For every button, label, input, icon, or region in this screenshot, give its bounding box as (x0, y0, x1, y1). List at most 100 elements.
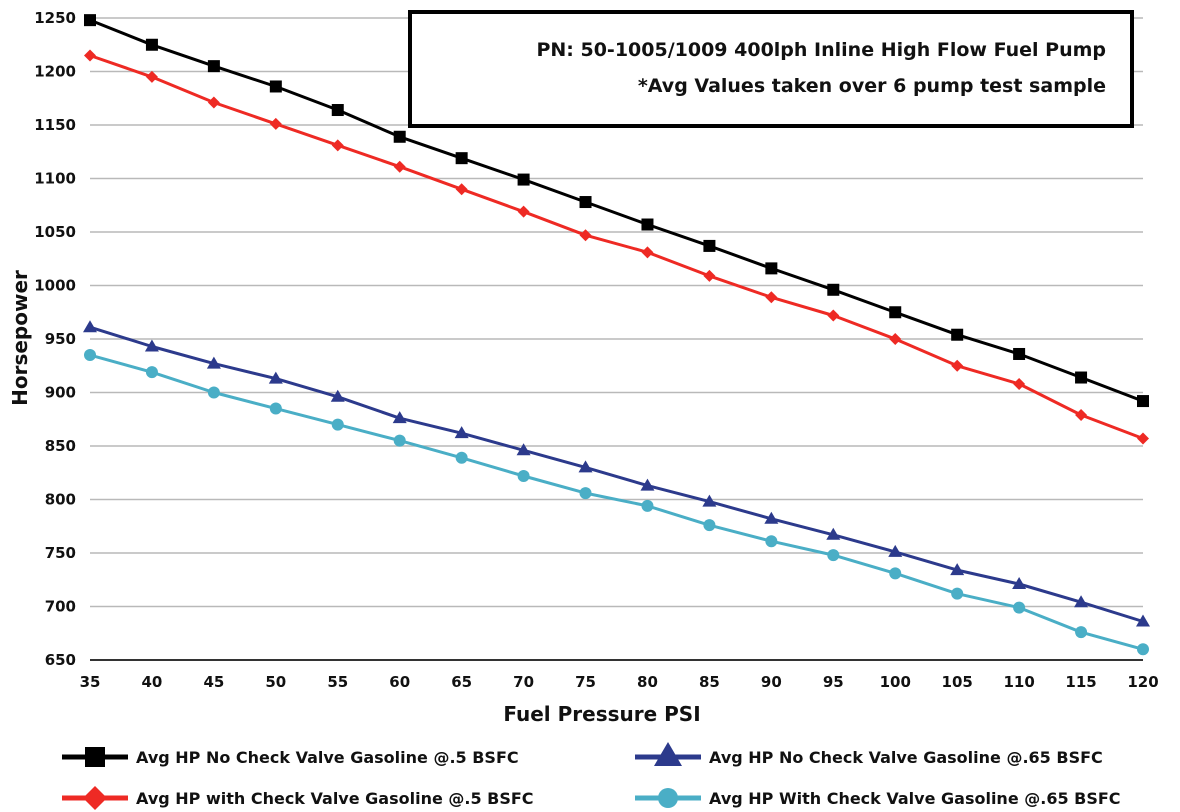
data-point-circle (207, 386, 220, 399)
data-point-triangle (888, 544, 903, 557)
legend-item: Avg HP No Check Valve Gasoline @.65 BSFC (635, 742, 1103, 767)
x-tick-label: 120 (1127, 673, 1158, 691)
data-point-circle (641, 499, 654, 512)
data-point-circle (1137, 643, 1149, 656)
data-point-square (331, 104, 344, 117)
series-line-avg-hp-no-check-valve-gasoline-65-bsfc (89, 325, 1144, 623)
data-point-diamond (1137, 432, 1149, 445)
annotation-line-2: *Avg Values taken over 6 pump test sampl… (638, 75, 1106, 97)
data-point-diamond (517, 205, 530, 218)
data-point-triangle (1074, 595, 1089, 608)
legend-square-marker (85, 747, 105, 767)
data-point-triangle (83, 320, 97, 333)
data-point-triangle (826, 527, 841, 540)
data-point-triangle (330, 389, 345, 402)
x-tick-label: 35 (80, 673, 101, 691)
data-point-diamond (889, 333, 902, 345)
data-point-triangle (268, 371, 283, 384)
data-point-square (951, 328, 964, 341)
y-tick-labels: 650 700 750 800 850 900 950 1000 1050 1100 1150 120… (34, 9, 76, 669)
y-tick-label: 650 (45, 651, 76, 669)
data-point-diamond (641, 246, 654, 259)
data-point-diamond (765, 291, 778, 304)
data-point-square (1137, 395, 1149, 408)
series-line-avg-hp-no-check-valve-gasoline-5-bsfc (89, 18, 1144, 403)
data-point-circle (1075, 626, 1088, 639)
legend-item: Avg HP With Check Valve Gasoline @.65 BS… (635, 788, 1121, 808)
data-point-diamond (331, 139, 344, 152)
data-point-triangle (702, 494, 717, 507)
data-point-triangle (392, 411, 407, 424)
x-tick-labels: 35 40 45 50 55 60 65 70 75 80 85 90 95 100 105 110 115 12… (80, 673, 1159, 691)
data-point-circle (765, 535, 778, 548)
data-point-square (517, 173, 530, 186)
data-point-square (579, 196, 592, 209)
y-tick-label: 900 (45, 384, 76, 402)
legend-label: Avg HP with Check Valve Gasoline @.5 BSF… (136, 789, 534, 808)
x-tick-label: 60 (389, 673, 410, 691)
data-point-circle (703, 519, 716, 532)
data-point-triangle (206, 356, 221, 369)
x-tick-label: 95 (823, 673, 844, 691)
y-tick-label: 1000 (34, 277, 76, 295)
data-point-circle (517, 469, 530, 482)
data-point-square (207, 60, 220, 73)
data-point-circle (331, 418, 344, 431)
x-tick-label: 55 (327, 673, 348, 691)
data-point-diamond (207, 96, 220, 109)
y-tick-label: 850 (45, 437, 76, 455)
y-tick-label: 1050 (34, 223, 76, 241)
data-point-square (765, 262, 778, 275)
data-point-triangle (1012, 577, 1027, 590)
data-point-square (455, 152, 468, 165)
data-point-triangle (640, 478, 655, 491)
data-point-triangle (516, 443, 531, 456)
data-point-triangle (950, 563, 965, 576)
legend-label: Avg HP No Check Valve Gasoline @.65 BSFC (709, 748, 1103, 767)
data-point-square (1075, 371, 1088, 384)
x-tick-label: 110 (1003, 673, 1034, 691)
x-tick-label: 50 (265, 673, 286, 691)
data-point-triangle (764, 511, 779, 524)
x-tick-label: 80 (637, 673, 658, 691)
x-tick-label: 70 (513, 673, 534, 691)
data-point-circle (579, 487, 592, 500)
legend-item: Avg HP with Check Valve Gasoline @.5 BSF… (62, 786, 534, 810)
data-point-circle (951, 587, 964, 600)
data-point-circle (84, 349, 96, 362)
data-point-diamond (393, 160, 406, 173)
data-point-diamond (703, 269, 716, 282)
data-point-circle (145, 366, 158, 379)
data-point-circle (889, 567, 902, 580)
data-point-circle (393, 434, 406, 447)
x-tick-label: 90 (761, 673, 782, 691)
y-tick-label: 1150 (34, 116, 76, 134)
data-point-diamond (951, 359, 964, 372)
x-axis-title: Fuel Pressure PSI (503, 702, 700, 726)
y-tick-label: 1100 (34, 170, 76, 188)
x-tick-label: 115 (1065, 673, 1096, 691)
data-point-diamond (579, 229, 592, 242)
series-line-avg-hp-with-check-valve-gasoline-5-bsfc (89, 54, 1144, 440)
legend-item: Avg HP No Check Valve Gasoline @.5 BSFC (62, 747, 519, 767)
data-point-triangle (578, 460, 593, 473)
series-line-avg-hp-with-check-valve-gasoline-65-bsfc (89, 353, 1144, 651)
data-point-square (84, 14, 96, 27)
legend-label: Avg HP No Check Valve Gasoline @.5 BSFC (136, 748, 519, 767)
data-point-diamond (1013, 377, 1026, 390)
legend: Avg HP No Check Valve Gasoline @.5 BSFC A… (62, 742, 1121, 810)
data-point-circle (827, 549, 840, 562)
legend-triangle-marker (654, 742, 682, 766)
data-point-square (889, 306, 902, 319)
y-axis-title: Horsepower (8, 270, 32, 406)
data-point-square (145, 38, 158, 51)
y-tick-label: 1250 (34, 9, 76, 27)
legend-diamond-marker (83, 786, 107, 810)
y-tick-label: 950 (45, 330, 76, 348)
y-tick-label: 1200 (34, 63, 76, 81)
series-lines (89, 18, 1144, 651)
data-point-diamond (455, 183, 468, 196)
y-tick-label: 700 (45, 598, 76, 616)
x-tick-label: 85 (699, 673, 720, 691)
annotation-line-1: PN: 50-1005/1009 400lph Inline High Flow… (536, 39, 1106, 61)
